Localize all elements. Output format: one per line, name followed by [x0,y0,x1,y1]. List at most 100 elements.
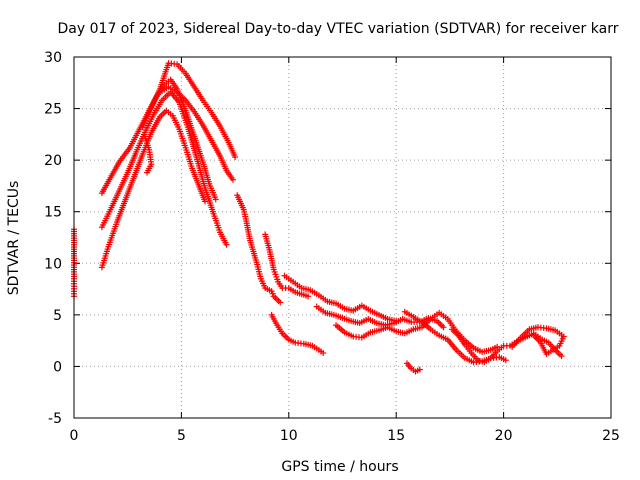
data-point [232,154,239,161]
data-point [98,176,113,197]
data-point [534,324,547,331]
data-point [530,332,537,339]
data-point [358,302,372,313]
y-tick-label: 10 [44,256,62,272]
data-point [199,122,214,142]
data-point [285,285,297,294]
data-point [107,190,122,213]
data-point [159,85,170,95]
data-point [300,340,314,349]
data-point [401,308,415,319]
data-point [229,176,236,183]
data-point [202,198,209,205]
data-point [391,317,404,327]
data-point [174,61,187,75]
data-point [262,231,272,251]
data-point [436,332,449,342]
data-point [270,266,281,283]
data-points [71,60,567,375]
series-arc-14 [403,360,423,375]
data-point [418,319,432,331]
data-point [320,350,327,357]
series-arc-10 [281,272,400,325]
data-point [113,198,128,226]
data-point [487,344,499,353]
data-point [468,350,480,362]
data-point [315,292,329,303]
x-tick-label: 25 [602,428,620,444]
data-point [358,330,372,341]
data-point [481,356,492,366]
data-point [416,366,423,373]
data-point [195,181,208,203]
data-point [440,324,447,331]
series-arc-11 [313,303,447,331]
x-tick-label: 10 [280,428,298,444]
y-tick-label: 30 [44,50,62,66]
data-point [189,165,201,186]
axis-ticks: 0 5 10 15 20 25 -5 0 5 10 15 20 25 30 [44,50,620,444]
data-point [98,246,111,271]
data-point [350,333,362,341]
data-point [176,99,191,128]
data-point [558,353,565,360]
data-point [107,161,122,181]
data-point [122,175,137,203]
data-point [509,336,523,350]
grid-lines [74,57,611,418]
data-point [131,153,145,180]
data-point [348,318,361,326]
data-point [182,97,196,113]
x-axis-title: GPS time / hours [281,459,398,475]
data-point [496,354,507,363]
data-point [105,221,120,250]
series-arc-13 [401,308,509,366]
data-point [184,124,199,158]
data-point [126,130,141,151]
series-arc-3 [98,107,209,271]
data-point [322,309,335,318]
data-point [156,62,171,92]
data-point [234,192,246,211]
x-tick-label: 15 [387,428,405,444]
y-tick-label: 0 [53,359,62,375]
data-point [191,108,205,127]
data-point [543,325,557,333]
series-arc-5 [159,83,236,183]
x-tick-label: 0 [70,428,79,444]
data-point [341,329,355,339]
data-point [148,88,162,111]
data-point [133,131,147,155]
data-point [116,146,132,166]
x-tick-label: 5 [177,428,186,444]
data-point [393,328,406,336]
data-point [373,320,387,328]
data-point [502,357,509,364]
data-point [539,336,550,345]
data-point [182,144,195,170]
data-point [434,318,445,329]
data-point [517,327,531,341]
data-point [427,311,441,322]
data-point [182,70,197,88]
x-tick-label: 20 [495,428,513,444]
data-point [298,285,312,293]
data-point [277,299,284,306]
data-point [399,315,413,325]
chart-title: Day 017 of 2023, Sidereal Day-to-day VTE… [58,21,619,37]
data-point [116,171,130,195]
data-point [141,133,152,151]
series-arc-9 [268,311,327,357]
data-point [191,133,206,164]
data-point [309,342,320,352]
data-point [275,278,284,289]
data-point [146,146,154,165]
data-point [305,293,312,300]
data-point [208,109,222,128]
data-point [225,139,238,158]
data-point [240,206,249,220]
data-point [208,137,222,158]
data-point [257,275,268,289]
plot-frame [73,56,612,419]
